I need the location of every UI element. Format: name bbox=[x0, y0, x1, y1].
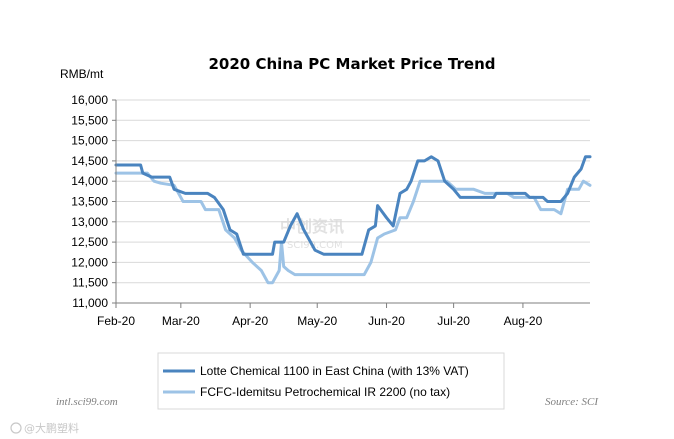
y-tick-label: 12,000 bbox=[71, 255, 108, 269]
corner-logo-text: @大鹏塑料 bbox=[24, 421, 79, 435]
y-axis-unit-label: RMB/mt bbox=[60, 67, 104, 81]
x-tick-label: Mar-20 bbox=[162, 314, 200, 328]
y-tick-label: 13,000 bbox=[71, 215, 108, 229]
y-tick-layer: 11,000 11,500 12,000 12,500 13,000 13,500 14,0… bbox=[71, 93, 116, 310]
x-tick-layer: Feb-20 Mar-20 Apr-20 May-20 Jun-20 Jul-20 Aug-… bbox=[97, 303, 543, 328]
footer-site: intl.sci99.com bbox=[56, 396, 118, 408]
y-tick-label: 12,500 bbox=[71, 235, 108, 249]
x-tick-label: Feb-20 bbox=[97, 314, 135, 328]
x-tick-label: Apr-20 bbox=[232, 314, 268, 328]
y-tick-label: 15,000 bbox=[71, 134, 108, 148]
legend-label-lotte: Lotte Chemical 1100 in East China (with … bbox=[200, 364, 469, 378]
y-tick-label: 11,000 bbox=[72, 296, 108, 310]
x-tick-label: Aug-20 bbox=[504, 314, 543, 328]
y-tick-label: 14,000 bbox=[71, 174, 108, 188]
x-tick-label: May-20 bbox=[297, 314, 337, 328]
y-tick-label: 15,500 bbox=[71, 113, 108, 127]
y-tick-label: 13,500 bbox=[71, 195, 108, 209]
corner-logo: @大鹏塑料 bbox=[10, 421, 79, 435]
chart-title: 2020 China PC Market Price Trend bbox=[208, 55, 495, 73]
footer-source: Source: SCI bbox=[545, 396, 599, 408]
y-tick-label: 14,500 bbox=[71, 154, 108, 168]
x-tick-label: Jun-20 bbox=[368, 314, 405, 328]
series-layer bbox=[114, 155, 592, 285]
y-tick-label: 11,500 bbox=[72, 276, 108, 290]
y-tick-label: 16,000 bbox=[71, 93, 108, 107]
legend-label-fcfc: FCFC-Idemitsu Petrochemical IR 2200 (no … bbox=[200, 385, 450, 399]
series-line-lotte bbox=[114, 155, 592, 256]
watermark-caption: SCI99.COM bbox=[287, 240, 343, 251]
legend-box bbox=[157, 352, 505, 410]
weibo-icon bbox=[10, 422, 22, 434]
x-tick-label: Jul-20 bbox=[437, 314, 470, 328]
series-line-fcfc bbox=[114, 171, 592, 285]
